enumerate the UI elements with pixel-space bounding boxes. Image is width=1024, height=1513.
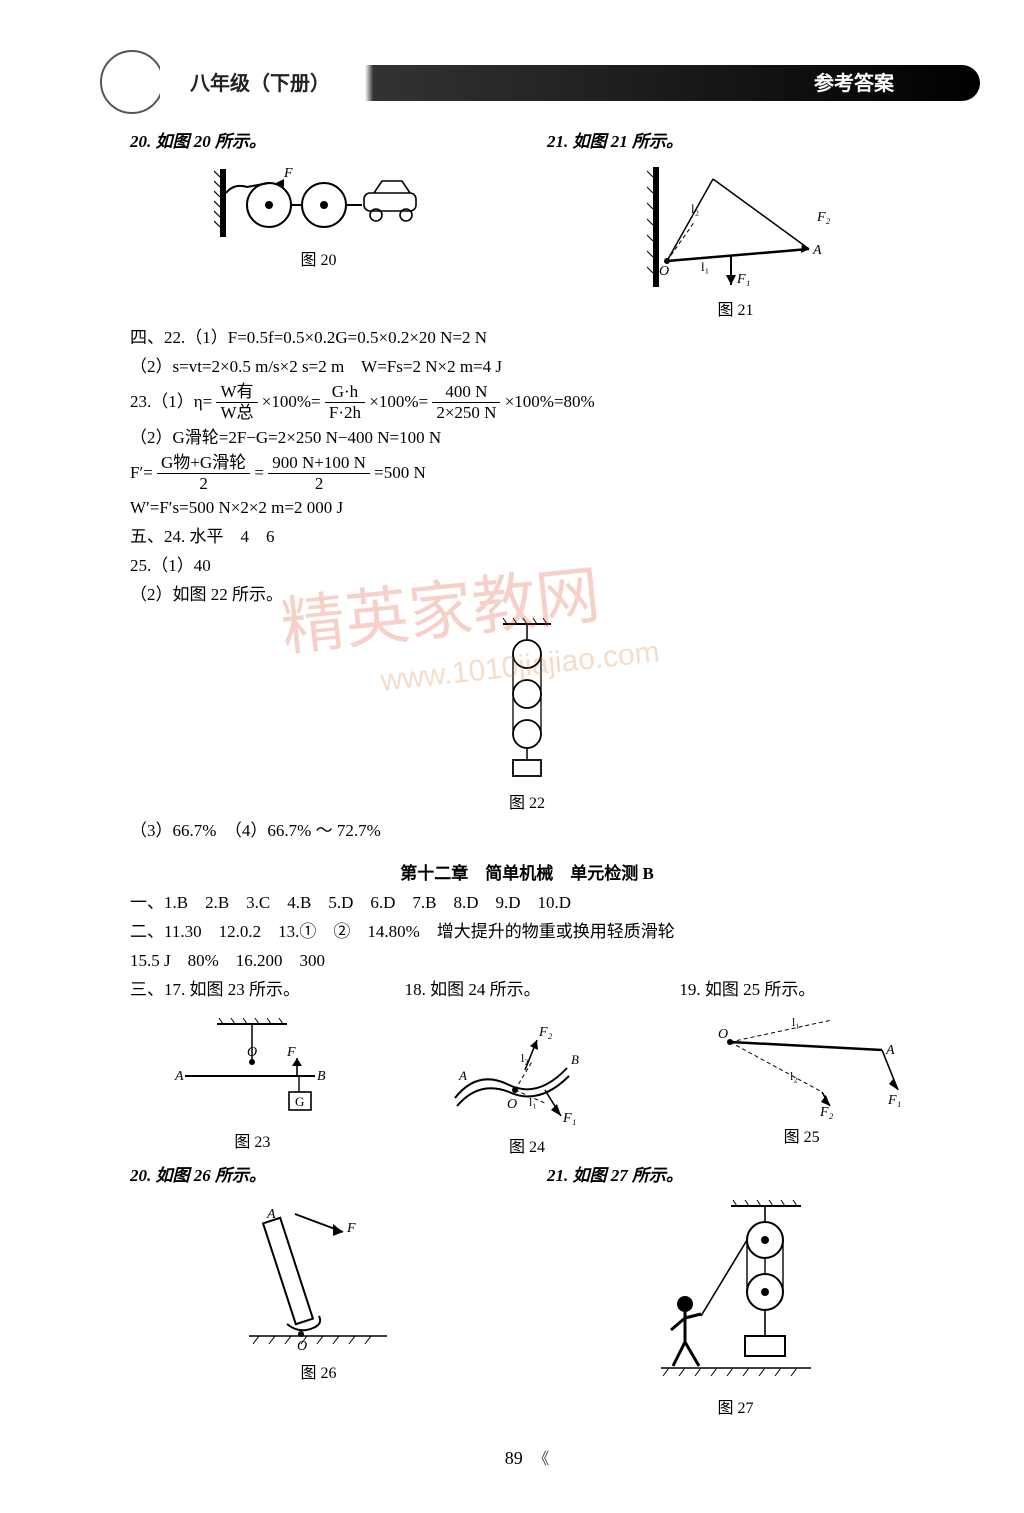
svg-text:F₁: F₁ bbox=[887, 1093, 901, 1108]
header-circle-decoration bbox=[100, 50, 164, 114]
svg-text:l₂: l₂ bbox=[790, 1069, 798, 1083]
svg-text:l₂: l₂ bbox=[521, 1051, 529, 1065]
figure-22: 图 22 bbox=[130, 616, 924, 817]
figure-21: A F₂ l₂ O F₁ l₁ 图 21 bbox=[547, 163, 924, 324]
figure-21-caption: 图 21 bbox=[547, 297, 924, 324]
eq-23-3: F′= G物+G滑轮2 = 900 N+100 N2 =500 N bbox=[130, 453, 924, 495]
eq-23-2: （2）G滑轮=2F−G=2×250 N−400 N=100 N bbox=[130, 424, 924, 453]
svg-text:F₁: F₁ bbox=[736, 272, 750, 287]
svg-text:B: B bbox=[317, 1069, 326, 1084]
figure-25: O A l₁ F₁ l₂ F₂ 图 25 bbox=[679, 1010, 924, 1161]
svg-text:O: O bbox=[297, 1339, 307, 1354]
figure-20-caption: 图 20 bbox=[130, 247, 507, 274]
svg-text:l₁: l₁ bbox=[701, 259, 709, 274]
answer-19-text: 19. 如图 25 所示。 bbox=[679, 976, 924, 1005]
answer-21-text: 21. 如图 21 所示。 bbox=[547, 128, 924, 157]
header-grade-title: 八年级（下册） bbox=[190, 67, 330, 101]
eq-22-2: （2）s=vt=2×0.5 m/s×2 s=2 m W=Fs=2 N×2 m=4… bbox=[130, 353, 924, 382]
figure-23: O A B F G 图 23 bbox=[130, 1010, 375, 1161]
eq-22-1: 四、22.（1）F=0.5f=0.5×0.2G=0.5×0.2×20 N=2 N bbox=[130, 324, 924, 353]
page-number-value: 89 bbox=[505, 1448, 523, 1468]
svg-text:B: B bbox=[571, 1052, 579, 1067]
svg-text:F₂: F₂ bbox=[816, 210, 831, 225]
answer-20b-text: 20. 如图 26 所示。 bbox=[130, 1162, 507, 1191]
figure-26: A F O 图 26 bbox=[130, 1196, 507, 1422]
svg-text:O: O bbox=[247, 1045, 257, 1060]
svg-text:F: F bbox=[346, 1221, 356, 1236]
mc-answers: 一、1.B 2.B 3.C 4.B 5.D 6.D 7.B 8.D 9.D 10… bbox=[130, 889, 924, 976]
bottom-answer-row: 20. 如图 26 所示。 21. 如图 27 所示。 bbox=[130, 1162, 924, 1191]
svg-text:F₂: F₂ bbox=[819, 1105, 834, 1120]
figure-25-caption: 图 25 bbox=[679, 1124, 924, 1151]
figure-20: F 图 20 bbox=[130, 163, 507, 324]
svg-text:F: F bbox=[286, 1045, 296, 1060]
figure-27: 图 27 bbox=[547, 1196, 924, 1422]
svg-text:A: A bbox=[458, 1068, 467, 1083]
svg-text:O: O bbox=[659, 264, 669, 279]
mc-line-2: 二、11.30 12.0.2 13.① ② 14.80% 增大提升的物重或换用轻… bbox=[130, 918, 924, 947]
svg-text:A: A bbox=[812, 243, 822, 258]
svg-text:l₂: l₂ bbox=[691, 201, 699, 216]
figure-ref-row: 三、17. 如图 23 所示。 18. 如图 24 所示。 19. 如图 25 … bbox=[130, 976, 924, 1005]
figure-24-caption: 图 24 bbox=[405, 1134, 650, 1161]
section-title-ch12b: 第十二章 简单机械 单元检测 B bbox=[130, 860, 924, 889]
figure-24: O F₂ F₁ l₁ l₂ A B 图 24 bbox=[405, 1010, 650, 1161]
equation-block-1: 四、22.（1）F=0.5f=0.5×0.2G=0.5×0.2×20 N=2 N… bbox=[130, 324, 924, 610]
svg-text:l₁: l₁ bbox=[792, 1015, 800, 1029]
eq-25-2: （2）如图 22 所示。 bbox=[130, 581, 924, 610]
answer-25-3-4: （3）66.7% （4）66.7% ～ 72.7% bbox=[130, 817, 924, 846]
figure-row-20-21: F 图 20 A F₂ bbox=[130, 157, 924, 324]
page-header: 八年级（下册） 参考答案 bbox=[130, 60, 924, 110]
mc-line-3: 15.5 J 80% 16.200 300 bbox=[130, 947, 924, 976]
svg-text:F: F bbox=[283, 166, 293, 181]
top-answer-row: 20. 如图 20 所示。 21. 如图 21 所示。 bbox=[130, 128, 924, 157]
figure-27-caption: 图 27 bbox=[547, 1395, 924, 1422]
answer-20-text: 20. 如图 20 所示。 bbox=[130, 128, 507, 157]
page-number: 89 《 bbox=[130, 1443, 924, 1474]
header-section-title: 参考答案 bbox=[814, 67, 894, 101]
svg-text:A: A bbox=[174, 1069, 184, 1084]
figure-row-26-27: A F O 图 26 bbox=[130, 1190, 924, 1422]
figure-23-caption: 图 23 bbox=[130, 1129, 375, 1156]
page-number-decoration: 《 bbox=[533, 1446, 549, 1473]
eq-25-1: 25.（1）40 bbox=[130, 552, 924, 581]
answer-17-text: 三、17. 如图 23 所示。 bbox=[130, 976, 375, 1005]
figure-26-caption: 图 26 bbox=[130, 1360, 507, 1387]
svg-text:O: O bbox=[507, 1097, 517, 1112]
eq-24: 五、24. 水平 4 6 bbox=[130, 523, 924, 552]
svg-text:A: A bbox=[266, 1207, 276, 1222]
answer-18-text: 18. 如图 24 所示。 bbox=[405, 976, 650, 1005]
figure-row-23-25: O A B F G 图 23 O F₂ bbox=[130, 1004, 924, 1161]
svg-text:O: O bbox=[718, 1027, 728, 1042]
eq-23-1: 23.（1）η= W有W总 ×100%= G·hF·2h ×100%= 400 … bbox=[130, 382, 924, 424]
svg-text:F₂: F₂ bbox=[538, 1025, 553, 1040]
mc-line-1: 一、1.B 2.B 3.C 4.B 5.D 6.D 7.B 8.D 9.D 10… bbox=[130, 889, 924, 918]
svg-text:A: A bbox=[885, 1043, 895, 1058]
eq-23-4: W′=F′s=500 N×2×2 m=2 000 J bbox=[130, 494, 924, 523]
figure-22-caption: 图 22 bbox=[130, 790, 924, 817]
svg-text:F₁: F₁ bbox=[562, 1111, 576, 1126]
svg-text:G: G bbox=[295, 1094, 304, 1109]
answer-21b-text: 21. 如图 27 所示。 bbox=[547, 1162, 924, 1191]
